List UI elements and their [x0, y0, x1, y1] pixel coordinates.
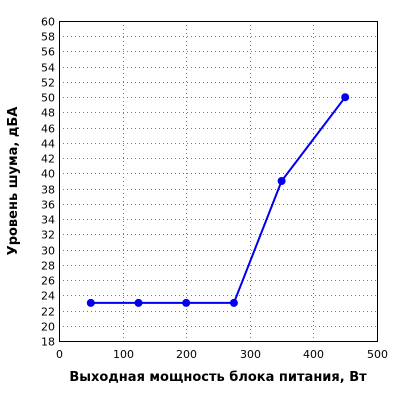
x-axis-ticks: 0 100 200 300 400 500	[56, 348, 388, 361]
y-tick-label: 42	[41, 153, 55, 166]
x-tick-label: 0	[56, 348, 63, 361]
y-tick-label: 52	[41, 77, 55, 90]
y-tick-label: 18	[41, 336, 55, 349]
y-axis-ticks: 18 20 22 24 26 28 30 32 34 36 38 40 42 44 46 48 50 52 54 56…	[41, 16, 55, 349]
y-tick-label: 60	[41, 16, 55, 29]
y-tick-label: 44	[41, 138, 55, 151]
x-axis-title: Выходная мощность блока питания, Вт	[69, 370, 367, 385]
y-tick-label: 50	[41, 92, 55, 105]
y-tick-label: 26	[41, 275, 55, 288]
y-axis-title: Уровень шума, дБА	[6, 107, 21, 256]
y-tick-label: 48	[41, 107, 55, 120]
data-point	[277, 177, 286, 185]
y-tick-label: 30	[41, 245, 55, 258]
data-point	[229, 298, 238, 307]
y-tick-label: 40	[41, 168, 55, 181]
y-tick-label: 28	[41, 260, 55, 273]
x-tick-label: 500	[367, 348, 388, 361]
y-tick-label: 54	[41, 62, 55, 75]
y-tick-label: 32	[41, 229, 55, 242]
y-tick-label: 20	[41, 321, 55, 334]
series-line	[90, 96, 346, 304]
y-tick-label: 56	[41, 46, 55, 59]
y-tick-label: 22	[41, 306, 55, 319]
x-tick-label: 400	[303, 348, 324, 361]
data-point	[86, 298, 95, 307]
data-point	[134, 298, 143, 307]
y-tick-label: 46	[41, 123, 55, 136]
y-tick-label: 34	[41, 214, 55, 227]
plot-frame	[59, 21, 378, 342]
data-point	[182, 298, 191, 307]
x-tick-label: 300	[240, 348, 261, 361]
x-tick-label: 100	[113, 348, 134, 361]
data-point	[341, 93, 350, 102]
y-tick-label: 24	[41, 290, 55, 303]
x-tick-label: 200	[176, 348, 197, 361]
y-tick-label: 58	[41, 31, 55, 44]
series-layer	[86, 93, 350, 307]
y-tick-label: 38	[41, 184, 55, 197]
y-tick-label: 36	[41, 199, 55, 212]
grid	[59, 21, 377, 341]
